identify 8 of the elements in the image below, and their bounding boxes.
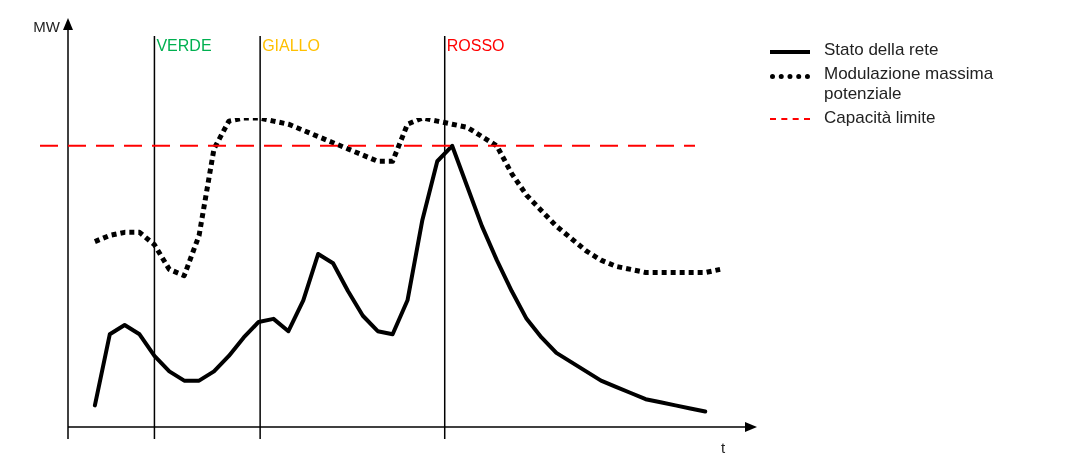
legend-label: Stato della rete xyxy=(824,40,940,60)
text: GIALLO xyxy=(262,37,320,55)
legend-label: Capacità limite xyxy=(824,108,937,128)
text: MW xyxy=(33,18,60,36)
text: VERDE xyxy=(156,37,212,55)
text: ROSSO xyxy=(446,37,505,55)
x-axis-title: t xyxy=(720,439,726,456)
legend-label: Modulazione massima potenziale xyxy=(824,64,995,104)
